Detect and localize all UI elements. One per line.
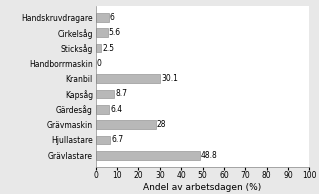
X-axis label: Andel av arbetsdagen (%): Andel av arbetsdagen (%) (144, 183, 262, 192)
Text: 0: 0 (97, 59, 102, 68)
Bar (96, 136, 110, 144)
Text: 30.1: 30.1 (161, 74, 178, 83)
Text: 2.5: 2.5 (102, 43, 114, 53)
Text: 6: 6 (110, 13, 115, 22)
Bar (96, 151, 200, 159)
Bar (96, 120, 156, 129)
Bar (96, 105, 109, 113)
Bar (96, 13, 108, 22)
Text: 28: 28 (157, 120, 166, 129)
Bar (96, 90, 114, 98)
Bar (96, 29, 108, 37)
Text: 8.7: 8.7 (115, 89, 127, 99)
Text: 6.4: 6.4 (110, 105, 122, 114)
Text: 48.8: 48.8 (201, 151, 218, 160)
Bar (96, 74, 160, 83)
Text: 6.7: 6.7 (111, 135, 123, 145)
Text: 5.6: 5.6 (109, 28, 121, 37)
Bar (96, 44, 101, 52)
